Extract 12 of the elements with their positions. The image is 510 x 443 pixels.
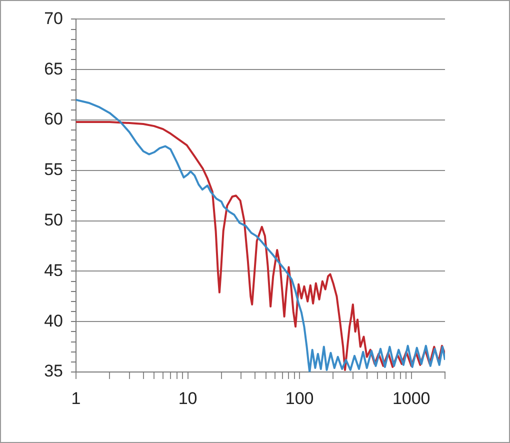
x-tick-label: 1 [71,388,81,408]
x-tick-label: 100 [285,388,314,408]
y-tick-label: 60 [44,110,63,129]
y-tick-label: 35 [44,362,63,381]
x-tick-label: 1000 [392,388,430,408]
y-tick-label: 55 [44,160,63,180]
y-tick-label: 70 [44,8,63,28]
y-tick-label: 65 [44,59,63,78]
x-tick-label: 10 [178,388,198,408]
y-tick-label: 45 [44,260,63,280]
y-tick-label: 40 [44,311,63,330]
y-tick-label: 50 [44,210,63,230]
